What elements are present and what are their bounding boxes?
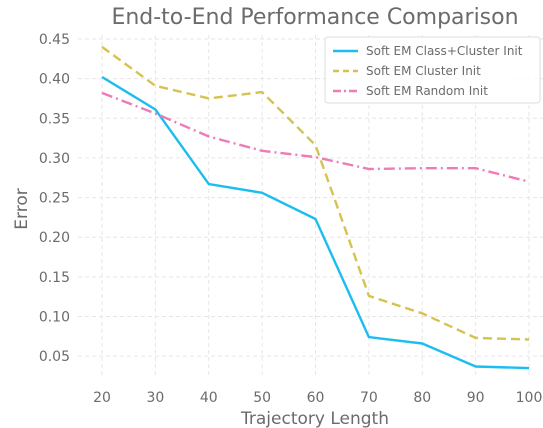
series-line-2 <box>101 45 530 341</box>
y-tick-label: 0.35 <box>39 111 70 127</box>
y-tick-label: 0.45 <box>39 32 70 48</box>
x-tick-label: 70 <box>360 390 378 406</box>
y-tick-label: 0.30 <box>39 151 70 167</box>
x-tick-label: 20 <box>93 390 111 406</box>
y-tick-labels: 0.05 0.10 0.15 0.20 0.25 0.30 0.35 0.40 0.45 <box>39 32 70 365</box>
x-tick-label: 30 <box>146 390 164 406</box>
x-tick-label: 80 <box>413 390 431 406</box>
x-axis-label: Trajectory Length <box>240 409 389 428</box>
chart-title: End-to-End Performance Comparison <box>111 5 518 30</box>
legend-label: Soft EM Random Init <box>366 84 488 98</box>
x-tick-label: 50 <box>253 390 271 406</box>
y-tick-label: 0.10 <box>39 310 70 326</box>
y-tick-label: 0.25 <box>39 191 70 207</box>
y-tick-label: 0.40 <box>39 72 70 88</box>
y-tick-label: 0.20 <box>39 230 70 246</box>
y-tick-label: 0.05 <box>39 349 70 365</box>
x-tick-label: 60 <box>307 390 325 406</box>
x-tick-labels: 20 30 40 50 60 70 80 90 100 <box>93 390 542 406</box>
series-line-3 <box>101 91 530 183</box>
y-axis-label: Error <box>12 188 32 229</box>
legend-label: Soft EM Cluster Init <box>366 64 481 78</box>
legend: Soft EM Class+Cluster Init Soft EM Cluste… <box>324 36 541 104</box>
series-line-1 <box>101 75 530 370</box>
y-tick-label: 0.15 <box>39 270 70 286</box>
x-tick-label: 40 <box>200 390 218 406</box>
series-lines <box>101 45 530 370</box>
legend-label: Soft EM Class+Cluster Init <box>366 44 523 58</box>
x-tick-label: 90 <box>467 390 485 406</box>
legend-box <box>324 36 541 104</box>
x-tick-label: 100 <box>516 390 543 406</box>
